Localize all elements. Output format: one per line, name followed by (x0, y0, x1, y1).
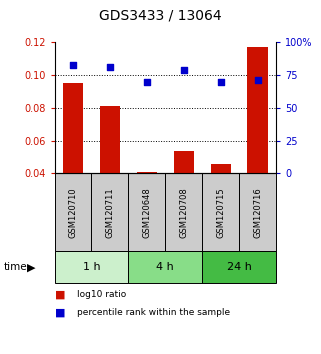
Bar (100, 106, 120, 173)
Bar (174, 150, 194, 173)
Text: GDS3433 / 13064: GDS3433 / 13064 (99, 9, 222, 23)
Bar (202, 251, 276, 283)
Point (144, 79, 150, 85)
Bar (137, 172, 157, 173)
Text: percentile rank within the sample: percentile rank within the sample (77, 308, 230, 317)
Text: GSM120708: GSM120708 (179, 187, 188, 238)
Text: ▶: ▶ (27, 262, 36, 272)
Bar (91, 173, 128, 251)
Text: ■: ■ (55, 290, 65, 300)
Bar (63, 84, 83, 173)
Bar (247, 47, 268, 173)
Bar (239, 173, 276, 251)
Point (181, 67, 187, 73)
Bar (202, 173, 239, 251)
Point (255, 78, 260, 83)
Bar (165, 173, 202, 251)
Bar (211, 164, 231, 173)
Point (71, 62, 76, 68)
Bar (55, 251, 128, 283)
Text: GSM120710: GSM120710 (68, 187, 78, 238)
Bar (55, 173, 91, 251)
Point (107, 64, 113, 70)
Bar (128, 173, 165, 251)
Text: GSM120716: GSM120716 (253, 187, 262, 238)
Text: 1 h: 1 h (83, 262, 100, 272)
Point (218, 79, 223, 85)
Text: log10 ratio: log10 ratio (77, 290, 126, 299)
Text: time: time (3, 262, 27, 272)
Bar (128, 251, 202, 283)
Text: GSM120711: GSM120711 (105, 187, 115, 238)
Text: ■: ■ (55, 307, 65, 318)
Text: GSM120715: GSM120715 (216, 187, 225, 238)
Text: 24 h: 24 h (227, 262, 252, 272)
Text: GSM120648: GSM120648 (142, 187, 152, 238)
Text: 4 h: 4 h (156, 262, 174, 272)
